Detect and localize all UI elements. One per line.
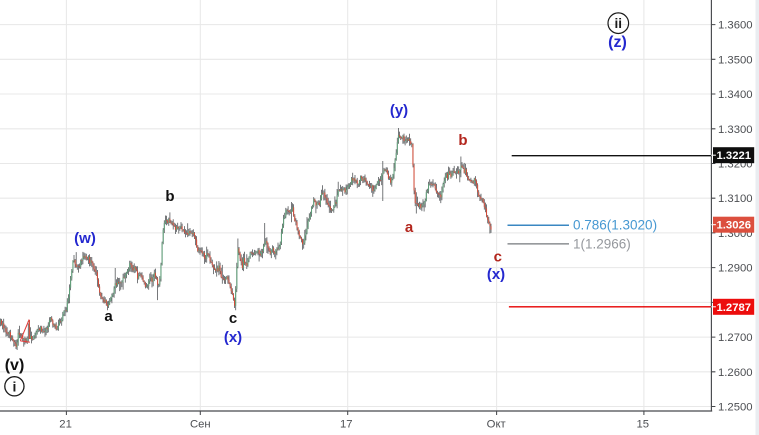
svg-text:c: c xyxy=(494,249,502,266)
svg-text:17: 17 xyxy=(340,419,353,431)
svg-text:1.3400: 1.3400 xyxy=(718,89,753,101)
svg-text:1.2700: 1.2700 xyxy=(718,332,753,344)
svg-text:1.3026: 1.3026 xyxy=(717,220,752,232)
svg-text:1.2900: 1.2900 xyxy=(718,263,753,275)
svg-text:a: a xyxy=(405,219,414,236)
svg-text:b: b xyxy=(458,132,467,149)
svg-text:1.3221: 1.3221 xyxy=(717,150,752,162)
svg-text:1.3600: 1.3600 xyxy=(718,20,753,32)
svg-text:ii: ii xyxy=(615,16,623,31)
svg-text:(x): (x) xyxy=(487,266,505,283)
svg-text:1(1.2966): 1(1.2966) xyxy=(573,236,631,251)
svg-text:(w): (w) xyxy=(74,230,96,247)
svg-text:(z): (z) xyxy=(608,34,627,51)
svg-text:1.2500: 1.2500 xyxy=(718,402,753,414)
svg-text:(x): (x) xyxy=(224,329,242,346)
svg-text:1.2787: 1.2787 xyxy=(717,302,752,314)
svg-text:1.3300: 1.3300 xyxy=(718,124,753,136)
svg-text:1.3100: 1.3100 xyxy=(718,193,753,205)
svg-text:Сен: Сен xyxy=(190,419,211,431)
svg-text:i: i xyxy=(12,378,16,394)
svg-text:0.786(1.3020): 0.786(1.3020) xyxy=(573,218,657,233)
svg-text:1.3500: 1.3500 xyxy=(718,54,753,66)
svg-text:(y): (y) xyxy=(390,102,408,119)
svg-text:21: 21 xyxy=(59,419,72,431)
svg-text:15: 15 xyxy=(637,419,650,431)
svg-text:b: b xyxy=(165,188,174,205)
svg-text:1.2600: 1.2600 xyxy=(718,367,753,379)
svg-text:(v): (v) xyxy=(5,357,25,374)
svg-text:Окт: Окт xyxy=(487,419,506,431)
svg-text:a: a xyxy=(104,308,113,325)
svg-text:c: c xyxy=(229,310,237,327)
